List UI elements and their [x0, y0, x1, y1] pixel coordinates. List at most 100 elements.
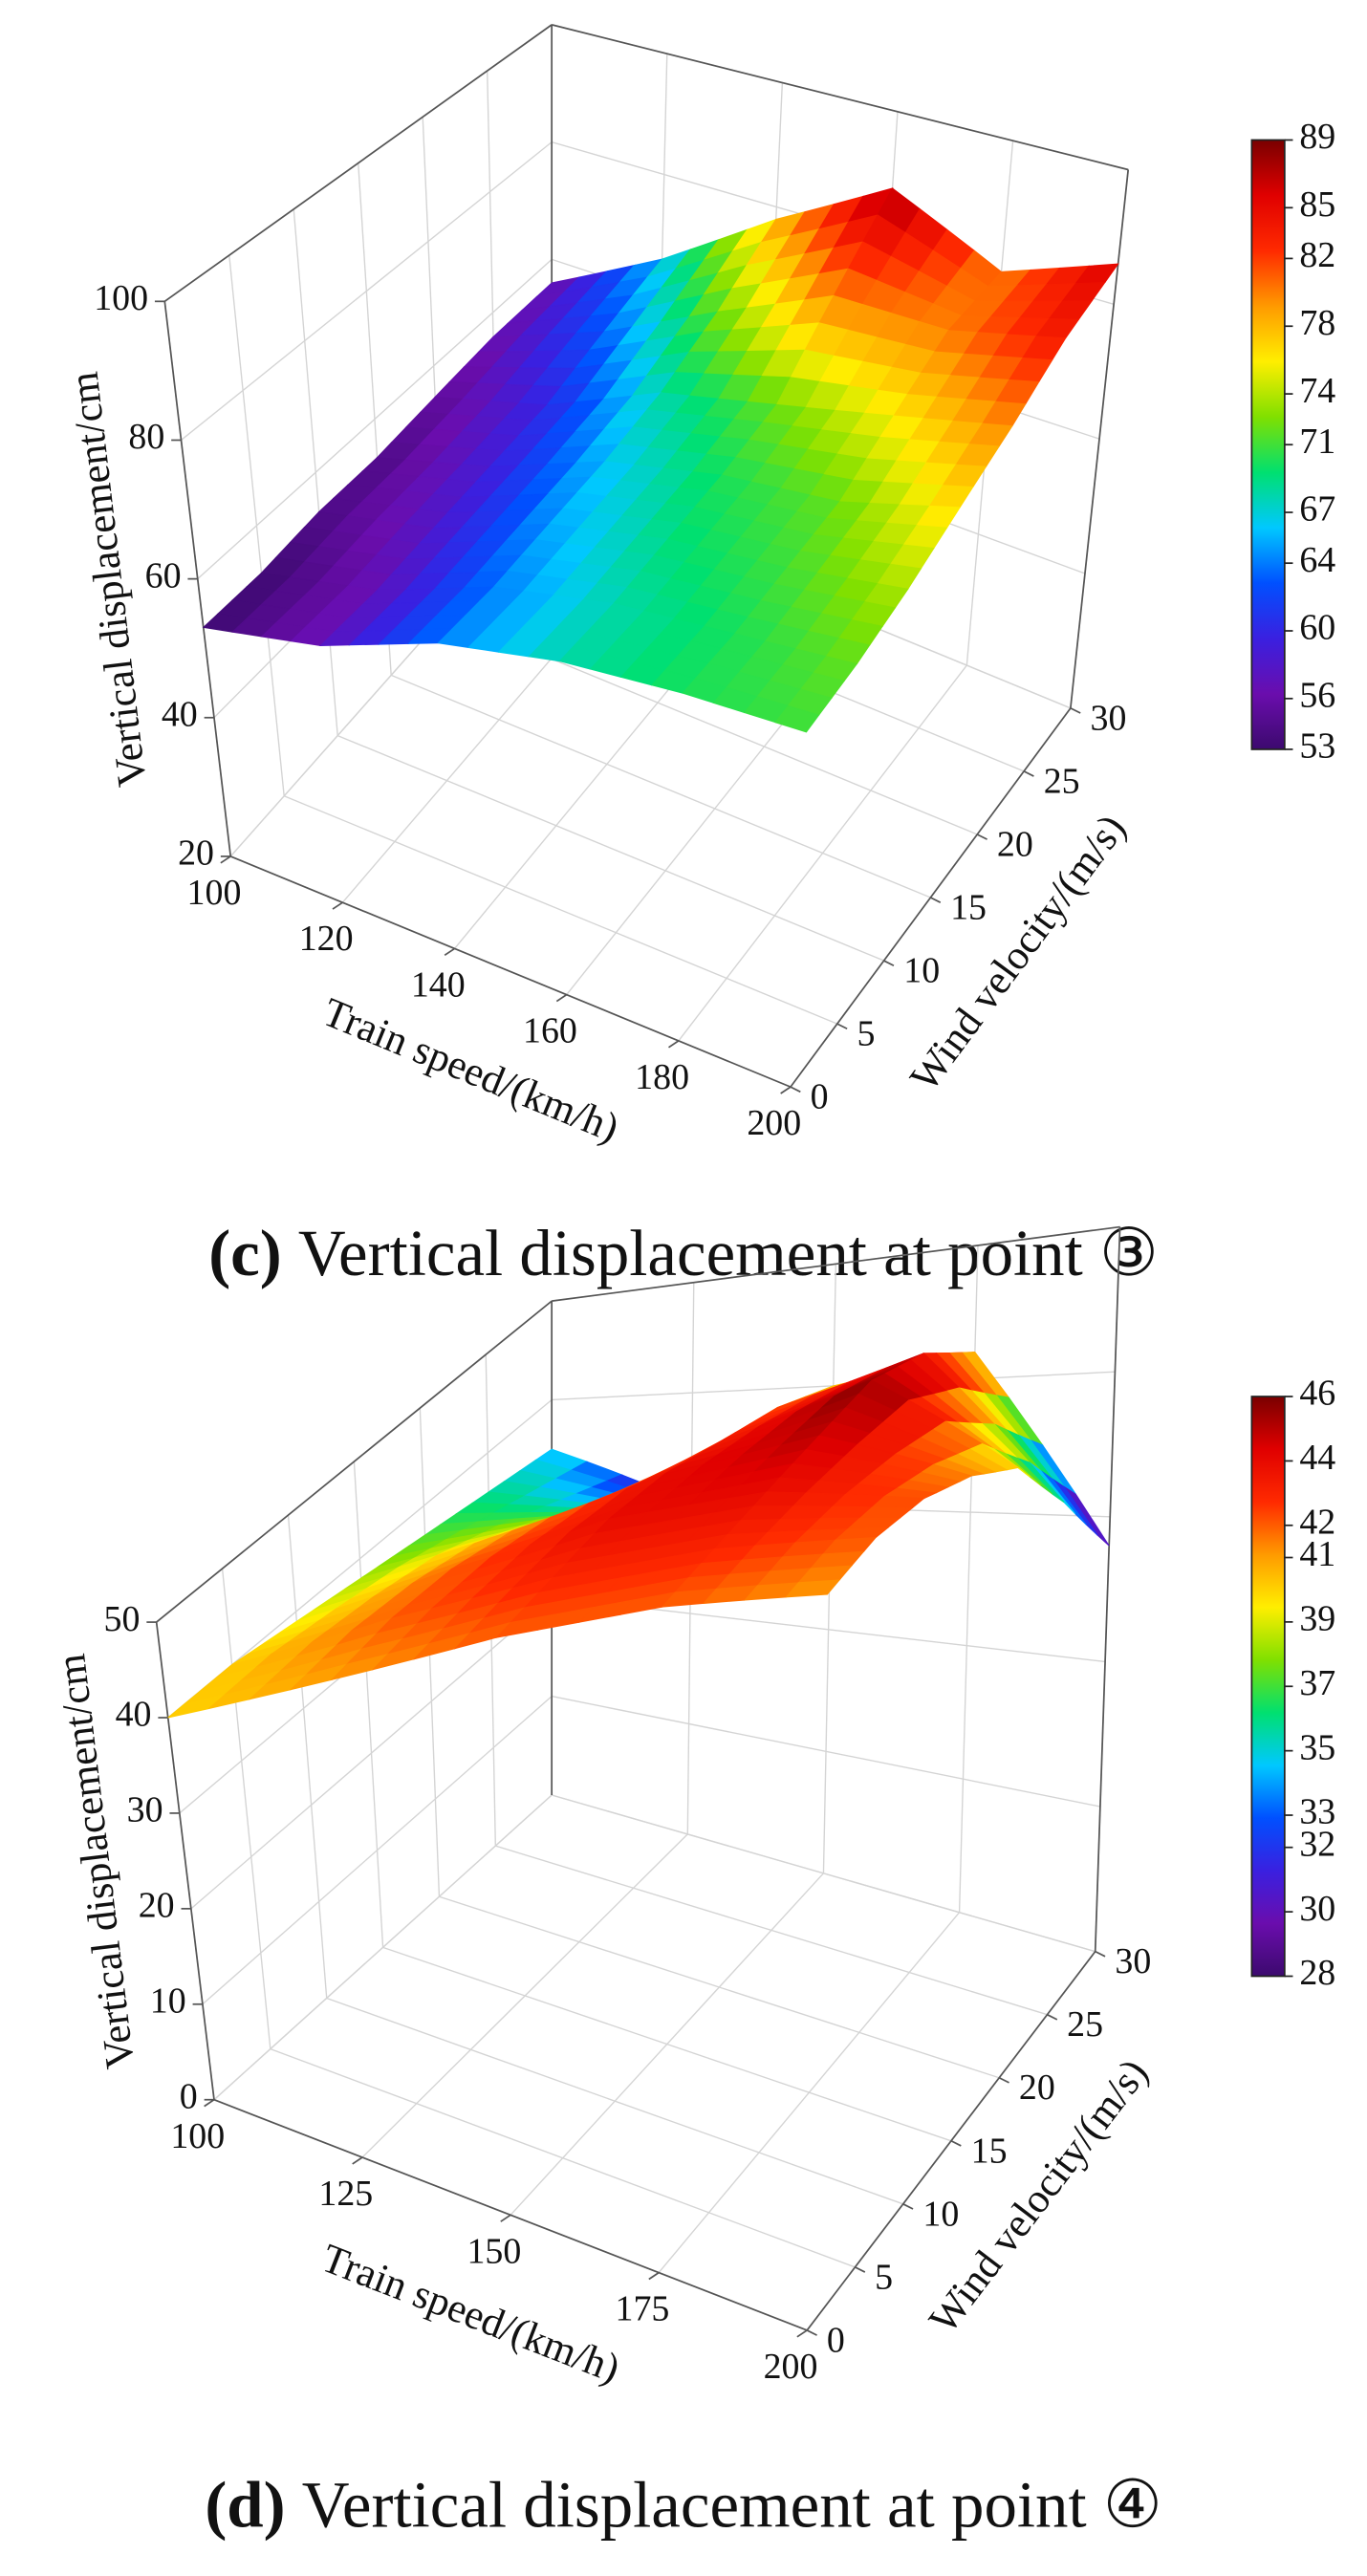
- y-tick: [976, 833, 987, 840]
- floor-grid-line: [326, 1997, 903, 2205]
- z-tick-label: 60: [145, 555, 182, 595]
- y-tick: [998, 2076, 1009, 2084]
- colorbar-tick-label: 53: [1299, 726, 1335, 767]
- y-tick: [1023, 770, 1034, 777]
- axis-frame: [1094, 1226, 1121, 1952]
- wall-grid-line: [552, 1695, 1101, 1808]
- axis-frame: [552, 1225, 1120, 1302]
- colorbar-tick-label: 42: [1299, 1503, 1335, 1543]
- floor-grid-line: [283, 795, 838, 1025]
- z-tick-label: 100: [94, 278, 148, 318]
- axis-frame: [229, 855, 792, 1088]
- x-tick: [648, 2271, 660, 2281]
- y-tick-label: 30: [1091, 698, 1127, 738]
- y-tick-label: 30: [1115, 1941, 1151, 1981]
- x-axis-label: Train speed/(km/h): [316, 990, 625, 1152]
- x-tick: [555, 993, 568, 1003]
- wall-grid-line: [287, 1515, 328, 1999]
- axis-frame: [1070, 169, 1130, 708]
- y-tick-label: 15: [971, 2131, 1008, 2171]
- y-tick: [930, 897, 942, 903]
- y-tick-label: 5: [857, 1014, 875, 1054]
- caption-label: (d): [205, 2468, 285, 2541]
- y-tick-label: 0: [827, 2320, 845, 2360]
- colorbar-tick-label: 35: [1299, 1727, 1335, 1767]
- z-tick-label: 40: [116, 1695, 152, 1735]
- y-tick: [855, 2266, 866, 2273]
- x-tick: [332, 901, 343, 910]
- colorbar-tick-label: 82: [1299, 235, 1335, 275]
- floor-grid-line: [495, 1845, 1048, 2016]
- wall-grid-line: [221, 1569, 271, 2049]
- y-tick: [790, 1086, 801, 1093]
- y-tick-label: 10: [903, 951, 940, 991]
- wall-grid-line: [197, 258, 553, 580]
- colorbar: [1250, 1396, 1286, 1978]
- z-tick-label: 30: [127, 1790, 163, 1830]
- y-tick: [806, 2329, 817, 2336]
- x-tick: [780, 1086, 792, 1094]
- colorbar-tick-label: 32: [1299, 1824, 1335, 1864]
- colorbar-tick-label: 41: [1299, 1534, 1335, 1574]
- x-tick: [220, 855, 231, 864]
- y-tick: [836, 1023, 848, 1030]
- x-tick-label: 125: [318, 2174, 373, 2214]
- y-tick-label: 0: [811, 1077, 829, 1117]
- y-tick-label: 25: [1044, 761, 1080, 801]
- y-tick-label: 25: [1067, 2004, 1103, 2045]
- axis-frame: [156, 1300, 553, 1623]
- x-tick-label: 175: [616, 2289, 670, 2329]
- floor-grid-line: [439, 1895, 1000, 2079]
- y-tick: [883, 960, 895, 966]
- x-tick-label: 100: [170, 2116, 225, 2156]
- x-tick-label: 120: [299, 919, 354, 959]
- colorbar-tick-label: 37: [1299, 1663, 1335, 1703]
- y-tick: [1047, 2013, 1058, 2021]
- y-tick-label: 10: [922, 2194, 959, 2234]
- caption: (c) Vertical displacement at point ③: [208, 1217, 1159, 1289]
- wall-grid-line: [202, 1696, 553, 2005]
- wall-grid-line: [190, 1596, 553, 1910]
- colorbar-tick-label: 39: [1299, 1599, 1335, 1639]
- x-tick: [668, 1040, 680, 1049]
- x-tick-label: 180: [635, 1057, 689, 1097]
- colorbar-tick-label: 33: [1299, 1792, 1335, 1832]
- x-tick-label: 150: [467, 2231, 521, 2271]
- y-tick: [1095, 1950, 1106, 1958]
- colorbar-tick-label: 64: [1299, 540, 1335, 580]
- x-tick-label: 100: [187, 873, 242, 913]
- colorbar-tick-label: 71: [1299, 422, 1335, 462]
- caption: (d) Vertical displacement at point ④: [205, 2468, 1161, 2541]
- colorbar-tick-label: 46: [1299, 1374, 1335, 1414]
- x-tick: [352, 2156, 363, 2165]
- wall-grid-line: [958, 1245, 979, 1913]
- y-tick: [1070, 707, 1081, 714]
- z-tick-label: 80: [128, 417, 164, 457]
- wall-grid-line: [353, 1461, 384, 1948]
- axis-frame: [155, 1621, 215, 2100]
- colorbar-tick-label: 89: [1299, 117, 1335, 157]
- x-tick-label: 200: [747, 1103, 801, 1143]
- wall-grid-line: [213, 1794, 553, 2101]
- x-tick-label: 160: [523, 1011, 577, 1051]
- colorbar-tick-label: 44: [1299, 1438, 1335, 1478]
- y-tick: [950, 2140, 962, 2147]
- colorbar-tick-label: 60: [1299, 608, 1335, 648]
- wall-grid-line: [181, 141, 553, 442]
- floor-grid-line: [390, 674, 931, 898]
- colorbar-tick-label: 67: [1299, 489, 1335, 530]
- axis-frame: [551, 24, 1129, 171]
- floor-grid-line: [270, 2047, 856, 2268]
- x-tick-label: 200: [764, 2347, 818, 2387]
- y-tick-label: 5: [875, 2257, 893, 2297]
- x-tick-label: 140: [411, 964, 466, 1005]
- surface-patch: [785, 1579, 841, 1598]
- colorbar-tick-label: 74: [1299, 371, 1335, 411]
- colorbar-tick-label: 56: [1299, 676, 1335, 716]
- floor-grid-line: [382, 1946, 952, 2142]
- z-tick-label: 50: [104, 1599, 141, 1639]
- y-tick-label: 15: [950, 887, 987, 927]
- y-tick-label: 20: [997, 824, 1033, 864]
